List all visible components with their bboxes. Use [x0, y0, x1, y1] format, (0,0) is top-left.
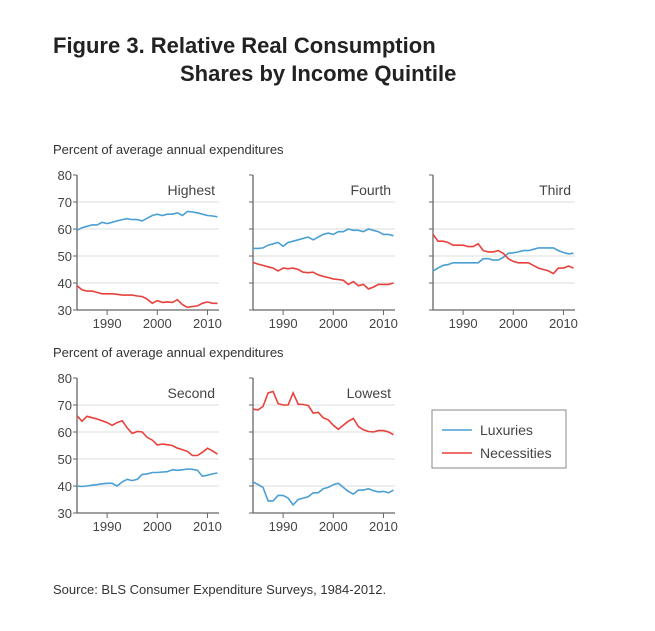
- figure-title-line2: Shares by Income Quintile: [180, 61, 457, 86]
- series-line-luxuries: [76, 210, 218, 232]
- y-tick-label: 30: [58, 303, 72, 318]
- series-line-necessities: [432, 233, 574, 275]
- x-tick-label: 2010: [549, 316, 578, 331]
- y-axis-label-row2: Percent of average annual expenditures: [53, 345, 284, 360]
- series-line-necessities: [76, 285, 218, 309]
- legend: Luxuries Necessities: [431, 409, 567, 469]
- panel-title: Second: [168, 385, 215, 401]
- panel-second: 30 40 50 60 70 80 1990 2000 2010 Second: [58, 371, 222, 534]
- figure-title-line1: Figure 3. Relative Real Consumption: [53, 33, 436, 58]
- y-tick-label: 30: [58, 506, 72, 521]
- panel-title: Third: [539, 182, 571, 198]
- x-tick-label: 2010: [369, 316, 398, 331]
- series-line-necessities: [76, 415, 218, 457]
- x-tick-label: 1990: [93, 519, 122, 534]
- series-line-necessities: [252, 261, 394, 290]
- series-line-luxuries: [252, 481, 394, 507]
- y-tick-label: 50: [58, 249, 72, 264]
- series-line-luxuries: [432, 247, 574, 272]
- y-tick-label: 60: [58, 425, 72, 440]
- legend-label-luxuries: Luxuries: [480, 422, 533, 438]
- panel-lowest: 1990 2000 2010 Lowest: [249, 377, 398, 534]
- legend-label-necessities: Necessities: [480, 445, 552, 461]
- x-tick-label: 2000: [319, 316, 348, 331]
- panel-third: 1990 2000 2010 Third: [429, 174, 578, 331]
- x-tick-label: 2000: [143, 316, 172, 331]
- source-note: Source: BLS Consumer Expenditure Surveys…: [53, 582, 387, 597]
- y-tick-label: 70: [58, 195, 72, 210]
- y-tick-label: 80: [58, 371, 72, 386]
- panel-highest: 30 40 50 60 70 80 1990 2000 2010 Highest: [58, 168, 222, 331]
- legend-box: [431, 409, 567, 469]
- x-tick-label: 2010: [369, 519, 398, 534]
- y-tick-label: 40: [58, 479, 72, 494]
- x-tick-label: 2000: [499, 316, 528, 331]
- x-tick-label: 2000: [143, 519, 172, 534]
- series-line-luxuries: [253, 228, 394, 250]
- x-tick-label: 2010: [193, 316, 222, 331]
- panel-fourth: 1990 2000 2010 Fourth: [249, 174, 398, 331]
- x-tick-label: 2010: [193, 519, 222, 534]
- panel-title: Highest: [168, 182, 216, 198]
- x-tick-label: 1990: [449, 316, 478, 331]
- y-tick-label: 60: [58, 222, 72, 237]
- series-line-necessities: [252, 390, 394, 436]
- y-tick-label: 40: [58, 276, 72, 291]
- panel-title: Lowest: [347, 385, 391, 401]
- x-tick-label: 2000: [319, 519, 348, 534]
- x-tick-label: 1990: [93, 316, 122, 331]
- y-tick-label: 70: [58, 398, 72, 413]
- y-tick-label: 80: [58, 168, 72, 183]
- panel-title: Fourth: [351, 182, 391, 198]
- x-tick-label: 1990: [269, 519, 298, 534]
- y-tick-label: 50: [58, 452, 72, 467]
- y-axis-label-row1: Percent of average annual expenditures: [53, 142, 284, 157]
- x-tick-label: 1990: [269, 316, 298, 331]
- series-line-luxuries: [76, 468, 218, 488]
